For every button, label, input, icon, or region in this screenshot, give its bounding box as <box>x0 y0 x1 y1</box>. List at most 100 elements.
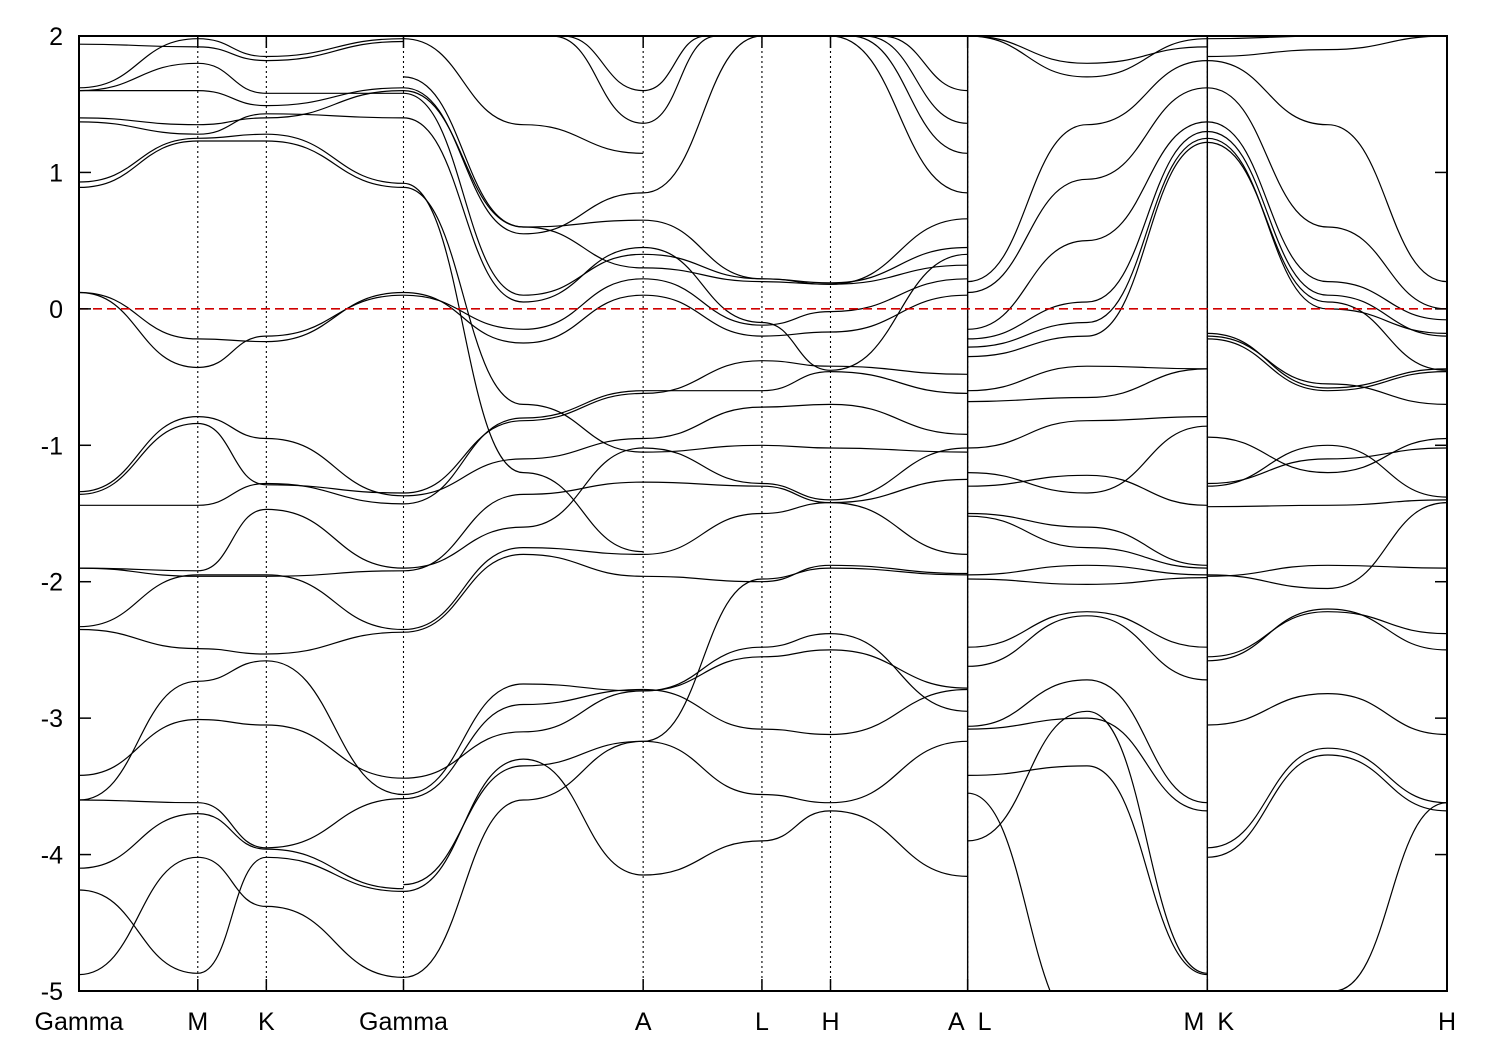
band-0 <box>79 856 404 978</box>
band-39 <box>403 182 644 553</box>
band-78 <box>967 611 1208 648</box>
band-12 <box>79 415 404 497</box>
y-tick-label: 0 <box>49 296 63 324</box>
band-72 <box>967 710 1208 974</box>
band-92 <box>967 87 1208 294</box>
band-45 <box>403 38 644 154</box>
x-tick-label: H <box>821 1008 839 1036</box>
band-76 <box>967 679 1208 804</box>
band-85 <box>967 416 1208 449</box>
x-tick-label: L <box>978 1008 992 1036</box>
band-47 <box>562 36 707 92</box>
y-tick-label: 1 <box>49 159 63 187</box>
band-116 <box>1207 36 1447 58</box>
band-3 <box>79 798 404 849</box>
band-29 <box>403 553 644 633</box>
band-82 <box>967 512 1208 566</box>
band-81 <box>967 515 1208 569</box>
band-27 <box>403 683 644 796</box>
y-axis: 2 1 0 -1 -2 -3 -4 -5 <box>41 23 1447 1006</box>
band-19 <box>79 87 404 107</box>
band-44 <box>403 76 644 269</box>
band-52 <box>643 649 968 692</box>
y-tick-label: 2 <box>49 23 63 51</box>
band-9 <box>79 567 404 577</box>
x-tick-label: Gamma <box>35 1008 124 1036</box>
band-62 <box>643 294 968 337</box>
band-84 <box>967 425 1208 494</box>
band-2 <box>79 812 404 890</box>
band-37 <box>403 278 644 330</box>
band-66 <box>643 246 968 371</box>
band-18 <box>79 90 404 126</box>
band-74 <box>967 765 1208 976</box>
band-33 <box>403 390 644 505</box>
high-symmetry-lines <box>197 36 1209 991</box>
band-43 <box>403 87 644 235</box>
x-tick-label: Gamma <box>359 1008 448 1036</box>
band-109 <box>1207 332 1447 389</box>
band-6 <box>79 628 404 655</box>
band-41 <box>403 92 644 296</box>
band-67 <box>643 218 968 285</box>
band-65 <box>643 246 968 284</box>
band-17 <box>79 113 404 135</box>
band-36 <box>403 291 644 344</box>
y-tick-label: -3 <box>41 705 63 733</box>
band-26 <box>403 688 644 800</box>
band-14 <box>79 291 404 343</box>
band-28 <box>403 690 644 779</box>
band-56 <box>643 478 968 504</box>
band-32 <box>403 447 644 569</box>
band-54 <box>643 564 968 583</box>
band-103 <box>1207 499 1447 508</box>
band-24 <box>403 758 644 892</box>
band-49 <box>643 740 968 804</box>
band-61 <box>643 360 968 394</box>
band-88 <box>967 141 1208 358</box>
band-114 <box>1207 87 1447 310</box>
band-31 <box>403 481 644 572</box>
band-80 <box>967 564 1208 576</box>
y-tick-label: -4 <box>41 842 63 870</box>
band-86 <box>967 368 1208 403</box>
band-79 <box>967 577 1208 586</box>
band-83 <box>967 474 1208 506</box>
band-100 <box>1207 611 1447 658</box>
band-40 <box>403 117 644 303</box>
band-51 <box>643 632 968 712</box>
band-110 <box>1207 141 1447 371</box>
band-75 <box>967 717 1208 812</box>
band-10 <box>79 482 404 506</box>
band-102 <box>1207 502 1447 590</box>
band-95 <box>967 36 1208 78</box>
band-22 <box>79 40 404 62</box>
band-4 <box>79 718 404 779</box>
x-axis: Gamma M K Gamma A L H A L M K H <box>35 36 1456 1036</box>
band-70 <box>864 36 968 124</box>
band-87 <box>967 365 1208 392</box>
band-53 <box>643 567 968 742</box>
y-tick-label: -1 <box>41 432 63 460</box>
band-68 <box>643 36 968 194</box>
band-71 <box>881 36 968 92</box>
band-48 <box>643 810 968 877</box>
x-tick-label: M <box>1183 1008 1204 1036</box>
x-tick-label: A <box>948 1008 965 1036</box>
band-34 <box>403 437 644 497</box>
band-106 <box>1207 436 1447 474</box>
band-112 <box>1207 130 1447 337</box>
band-94 <box>967 36 1208 64</box>
band-89 <box>967 137 1208 348</box>
band-96 <box>1207 754 1447 858</box>
y-tick-label: -5 <box>41 978 63 1006</box>
band-5 <box>79 660 404 801</box>
band-30 <box>403 546 644 631</box>
band-98 <box>1207 692 1447 736</box>
band-97 <box>1207 747 1447 849</box>
band-101 <box>1207 564 1447 577</box>
x-tick-label: K <box>258 1008 275 1036</box>
band-7 <box>79 574 404 631</box>
band-107 <box>1207 338 1447 392</box>
